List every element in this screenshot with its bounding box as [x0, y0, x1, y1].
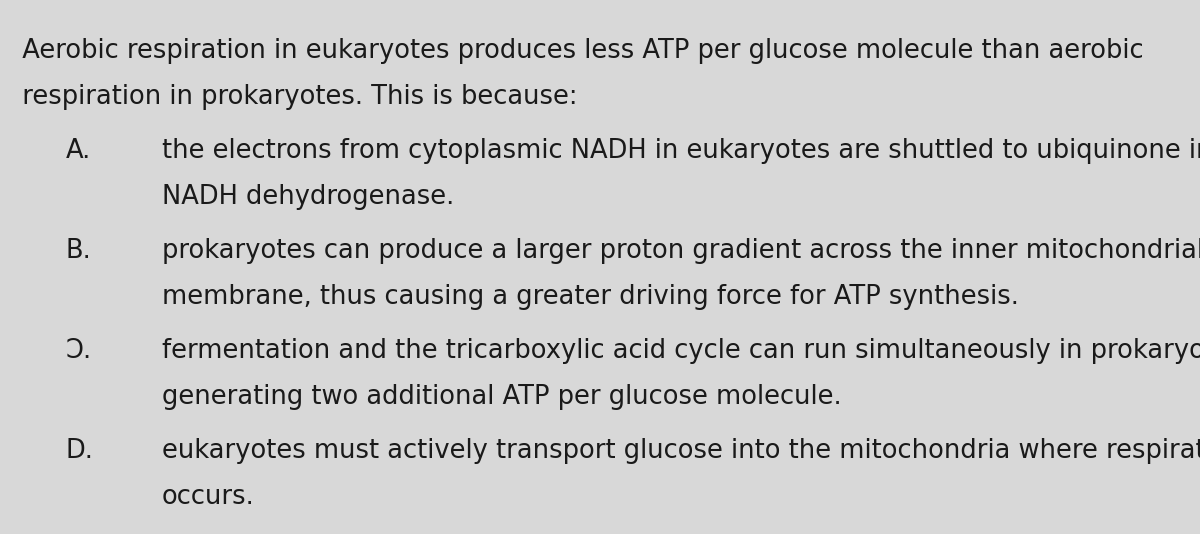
Text: membrane, thus causing a greater driving force for ATP synthesis.: membrane, thus causing a greater driving…: [162, 284, 1019, 310]
Text: A.: A.: [66, 138, 91, 164]
Text: prokaryotes can produce a larger proton gradient across the inner mitochondrial: prokaryotes can produce a larger proton …: [162, 238, 1200, 264]
Text: fermentation and the tricarboxylic acid cycle can run simultaneously in prokaryo: fermentation and the tricarboxylic acid …: [162, 338, 1200, 364]
Text: eukaryotes must actively transport glucose into the mitochondria where respirati: eukaryotes must actively transport gluco…: [162, 438, 1200, 464]
Text: the electrons from cytoplasmic NADH in eukaryotes are shuttled to ubiquinone ins: the electrons from cytoplasmic NADH in e…: [162, 138, 1200, 164]
Text: occurs.: occurs.: [162, 484, 254, 510]
Text: Aerobic respiration in eukaryotes produces less ATP per glucose molecule than ae: Aerobic respiration in eukaryotes produc…: [6, 38, 1144, 64]
Text: Ɔ.: Ɔ.: [66, 338, 92, 364]
Text: B.: B.: [66, 238, 91, 264]
Text: NADH dehydrogenase.: NADH dehydrogenase.: [162, 184, 455, 210]
Text: respiration in prokaryotes. This is because:: respiration in prokaryotes. This is beca…: [6, 84, 577, 110]
Text: D.: D.: [66, 438, 94, 464]
Text: generating two additional ATP per glucose molecule.: generating two additional ATP per glucos…: [162, 384, 841, 410]
